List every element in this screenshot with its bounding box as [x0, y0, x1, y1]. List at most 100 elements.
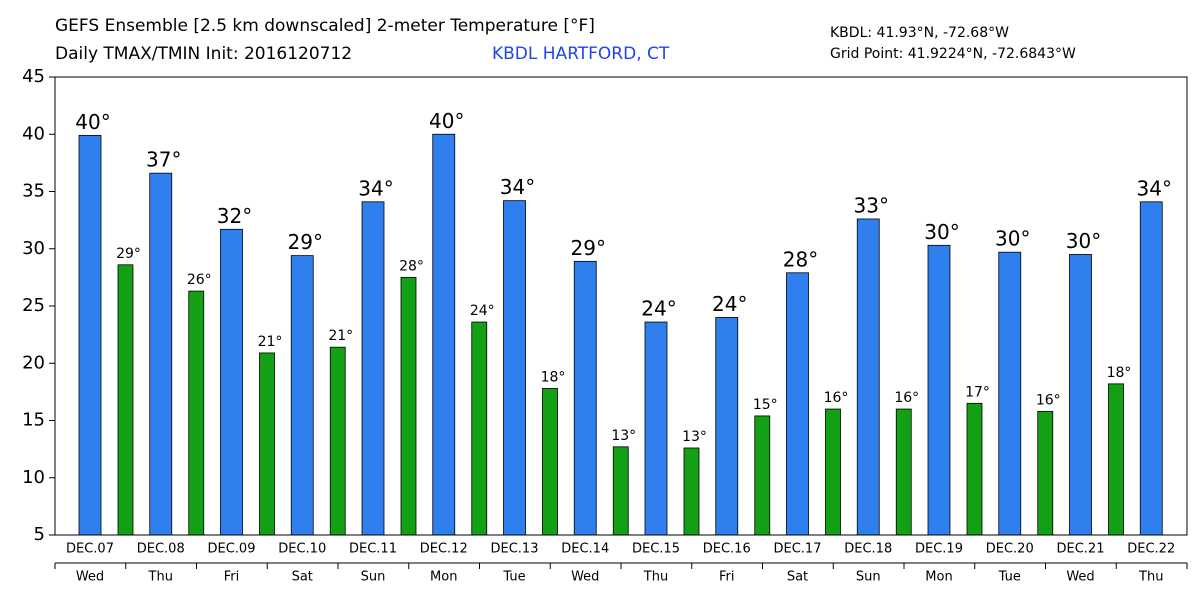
bar — [895, 408, 912, 536]
weekday-label: Thu — [1138, 570, 1163, 585]
value-label: 15° — [753, 397, 778, 413]
x-tick-label: DEC.08 — [137, 542, 185, 557]
value-label: 40° — [429, 109, 464, 133]
bar — [1108, 383, 1124, 536]
x-tick-label: DEC.21 — [1057, 542, 1105, 557]
y-tick-label: 20 — [22, 352, 45, 373]
value-label: 34° — [1137, 176, 1172, 200]
x-tick-label: DEC.11 — [349, 542, 397, 557]
location: KBDL HARTFORD, CT — [492, 44, 670, 64]
bar — [856, 218, 880, 536]
bar — [927, 244, 951, 536]
bar — [1069, 254, 1092, 536]
bar — [998, 251, 1022, 536]
value-label: 28° — [399, 258, 424, 274]
bar — [612, 446, 629, 536]
x-tick-label: DEC.18 — [844, 542, 892, 557]
y-tick-label: 15 — [22, 410, 45, 431]
value-label: 24° — [712, 292, 747, 316]
value-label: 24° — [470, 303, 495, 319]
x-tick-label: DEC.13 — [491, 542, 539, 557]
bar — [644, 321, 668, 536]
weekday-label: Wed — [1066, 570, 1094, 585]
x-tick-label: DEC.15 — [632, 542, 680, 557]
station-coords: KBDL: 41.93°N, -72.68°W — [830, 25, 1009, 41]
x-tick-label: DEC.14 — [561, 542, 609, 557]
weekday-label: Wed — [571, 570, 599, 585]
value-label: 21° — [328, 328, 353, 344]
bar — [259, 352, 275, 536]
weekday-label: Wed — [76, 570, 104, 585]
value-label: 13° — [611, 428, 636, 444]
x-tick-label: DEC.09 — [208, 542, 256, 557]
y-tick-label: 30 — [22, 238, 45, 259]
y-tick-label: 10 — [22, 467, 45, 488]
value-label: 32° — [217, 204, 252, 228]
value-label: 29° — [571, 236, 606, 260]
chart-title: GEFS Ensemble [2.5 km downscaled] 2-mete… — [55, 16, 595, 36]
y-tick-label: 35 — [22, 181, 45, 202]
value-label: 34° — [358, 176, 393, 200]
x-tick-label: DEC.22 — [1127, 542, 1175, 557]
bar — [503, 200, 526, 536]
weekday-label: Sun — [361, 570, 386, 585]
weekday-label: Tue — [502, 570, 525, 585]
value-label: 16° — [1036, 392, 1061, 408]
bar — [1139, 201, 1163, 536]
weekday-label: Fri — [719, 570, 735, 585]
value-label: 33° — [854, 193, 889, 217]
bar — [329, 346, 346, 536]
bar — [117, 264, 134, 536]
weekday-label: Thu — [643, 570, 668, 585]
value-label: 29° — [288, 230, 323, 254]
bar — [361, 201, 385, 536]
value-label: 34° — [500, 175, 535, 199]
x-tick-label: DEC.10 — [278, 542, 326, 557]
grid-coords: Grid Point: 41.9224°N, -72.6843°W — [830, 46, 1076, 62]
value-label: 16° — [824, 390, 849, 406]
bar — [966, 402, 983, 536]
bar — [542, 388, 558, 536]
value-label: 21° — [258, 334, 283, 350]
weekday-label: Tue — [998, 570, 1021, 585]
bar — [471, 321, 488, 536]
value-label: 28° — [783, 247, 818, 271]
x-tick-label: DEC.16 — [703, 542, 751, 557]
bar — [573, 260, 597, 536]
value-label: 17° — [965, 384, 990, 400]
bar — [683, 447, 700, 536]
bar — [290, 255, 314, 536]
plot-frame — [54, 76, 1188, 536]
y-tick-label: 40 — [22, 123, 45, 144]
value-label: 16° — [894, 390, 919, 406]
value-label: 18° — [1107, 365, 1132, 381]
bar — [220, 228, 243, 536]
y-tick-label: 5 — [34, 524, 45, 545]
x-tick-label: DEC.19 — [915, 542, 963, 557]
value-label: 40° — [75, 110, 110, 134]
x-tick-label: DEC.12 — [420, 542, 468, 557]
bar — [715, 317, 739, 536]
bar — [754, 415, 771, 536]
x-tick-label: DEC.17 — [774, 542, 822, 557]
value-label: 26° — [187, 272, 212, 288]
value-label: 18° — [541, 369, 566, 385]
value-label: 24° — [641, 297, 676, 321]
x-tick-label: DEC.20 — [986, 542, 1034, 557]
chart-subtitle: Daily TMAX/TMIN Init: 2016120712 — [55, 44, 352, 64]
x-tick-label: DEC.07 — [66, 542, 114, 557]
bar — [432, 133, 456, 536]
weekday-label: Fri — [224, 570, 240, 585]
y-tick-label: 25 — [22, 295, 45, 316]
value-label: 30° — [1066, 229, 1101, 253]
bar — [188, 290, 205, 536]
bar — [400, 276, 417, 536]
weekday-label: Thu — [148, 570, 173, 585]
bar — [1037, 410, 1054, 536]
y-tick-label: 45 — [22, 66, 45, 87]
bar — [78, 134, 102, 536]
weekday-label: Sat — [292, 570, 313, 585]
value-label: 30° — [995, 227, 1030, 251]
bar — [825, 408, 841, 536]
